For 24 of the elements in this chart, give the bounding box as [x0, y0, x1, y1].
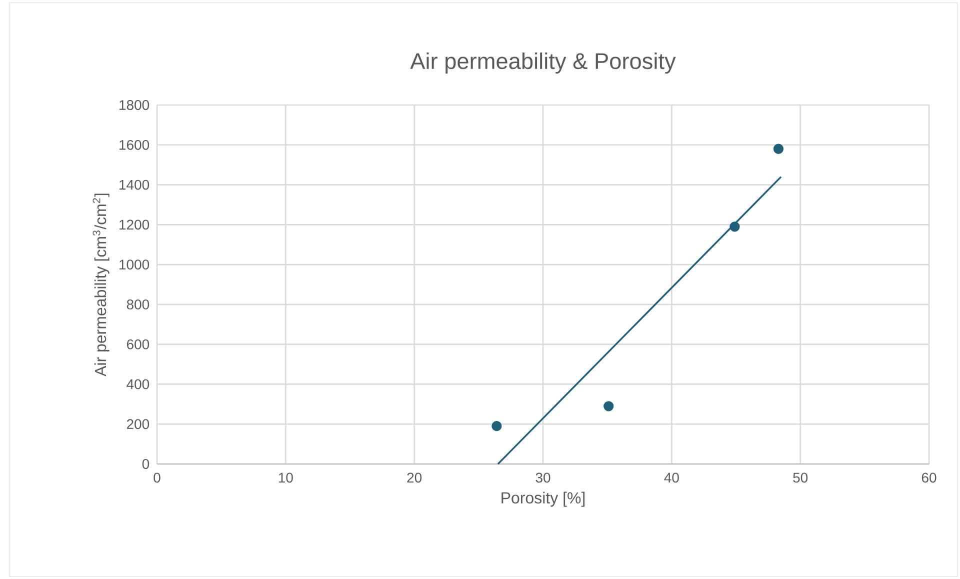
x-tick-label: 50 [793, 472, 808, 483]
y-tick-label: 1600 [120, 140, 150, 150]
x-tick-label: 10 [278, 472, 293, 483]
point [492, 421, 502, 432]
y-tick-label: 1400 [120, 180, 150, 190]
chart-title: Air permeability & Porosity [410, 52, 676, 74]
y-tick-label: 600 [126, 339, 150, 350]
x-tick-label: 60 [922, 472, 936, 483]
y-tick-label: 1800 [120, 100, 150, 110]
y-tick-label: 400 [126, 379, 150, 390]
y-tick-label: 200 [126, 419, 150, 430]
point [604, 401, 614, 412]
x-tick-label: 40 [664, 472, 679, 483]
y-axis-title: Air permeability [cm$^{3}$/cm$^{2}$] [92, 194, 110, 376]
y-tick-label: 1000 [120, 260, 150, 270]
x-tick-label: 30 [536, 472, 550, 483]
point [773, 144, 784, 154]
x-tick-label: 20 [407, 472, 422, 483]
point [730, 222, 740, 232]
x-axis-title: Porosity [%] [502, 492, 585, 507]
y-tick-label: 800 [126, 299, 150, 310]
x-tick-label: 0 [154, 472, 160, 483]
y-tick-label: 0 [142, 459, 150, 469]
y-tick-label: 1200 [120, 220, 150, 230]
